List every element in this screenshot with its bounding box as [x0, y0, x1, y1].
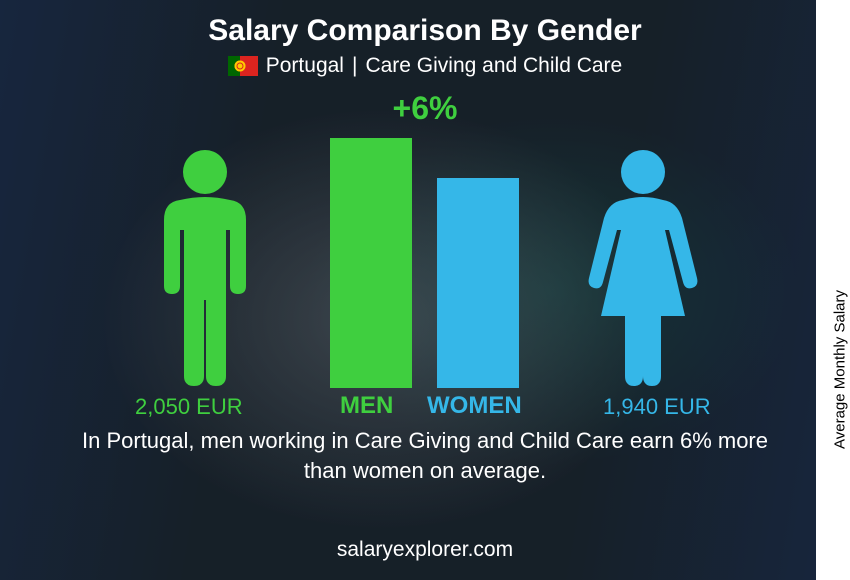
men-gender-label: MEN: [340, 392, 393, 420]
y-axis-label: Average Monthly Salary: [832, 290, 849, 449]
women-gender-label: WOMEN: [427, 392, 522, 420]
sector-label: Care Giving and Child Care: [365, 54, 622, 78]
women-value-label: 1,940 EUR: [603, 394, 711, 420]
percentage-diff-label: +6%: [393, 90, 458, 127]
bar-men: [330, 138, 412, 388]
male-figure-icon: [150, 148, 260, 388]
chart-area: +6% 2,050 EUR MEN WO: [125, 90, 725, 420]
content-container: Salary Comparison By Gender Portugal | C…: [0, 0, 850, 580]
footer-source: salaryexplorer.com: [0, 538, 850, 562]
separator: |: [352, 54, 357, 78]
description-text: In Portugal, men working in Care Giving …: [65, 426, 785, 485]
female-figure-icon: [583, 148, 703, 388]
country-label: Portugal: [266, 54, 344, 78]
men-value-label: 2,050 EUR: [135, 394, 243, 420]
portugal-flag-icon: [228, 56, 258, 76]
bar-women: [437, 178, 519, 388]
page-title: Salary Comparison By Gender: [208, 14, 641, 48]
subtitle-row: Portugal | Care Giving and Child Care: [228, 54, 622, 78]
